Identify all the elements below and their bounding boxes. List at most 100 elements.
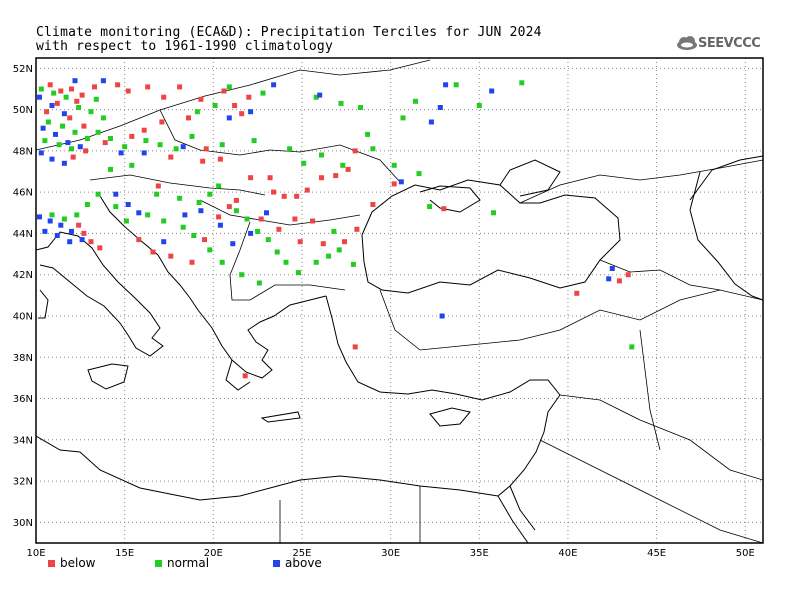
station-marker-normal xyxy=(274,249,280,255)
station-marker-normal xyxy=(177,195,183,201)
station-marker-above xyxy=(125,202,131,207)
station-marker-normal xyxy=(265,237,271,243)
station-marker-normal xyxy=(38,86,44,92)
station-marker-below xyxy=(354,226,360,232)
legend-label: normal xyxy=(167,556,210,570)
lon-tick-label: 35E xyxy=(470,548,489,559)
lon-tick-label: 40E xyxy=(558,548,577,559)
station-markers xyxy=(37,78,635,379)
station-marker-above xyxy=(100,78,106,84)
station-marker-below xyxy=(58,88,64,94)
station-marker-normal xyxy=(161,218,167,224)
station-marker-normal xyxy=(331,228,337,234)
station-marker-below xyxy=(320,241,326,247)
station-marker-normal xyxy=(340,162,346,168)
lon-tick-label: 20E xyxy=(204,548,223,559)
legend-item-below: below xyxy=(48,556,96,570)
station-marker-above xyxy=(226,115,232,121)
station-marker-below xyxy=(141,127,147,133)
station-marker-normal xyxy=(100,115,106,121)
cloud-logo-icon xyxy=(677,36,697,50)
station-marker-below xyxy=(189,259,195,265)
station-marker-normal xyxy=(519,80,525,86)
station-marker-below xyxy=(271,189,277,195)
station-marker-below xyxy=(345,166,351,172)
station-marker-below xyxy=(294,193,300,199)
station-marker-normal xyxy=(313,94,319,100)
station-marker-above xyxy=(428,119,434,125)
lat-tick-label: 40N xyxy=(13,311,33,322)
station-marker-below xyxy=(79,92,85,98)
station-marker-normal xyxy=(129,162,135,168)
station-marker-above xyxy=(264,210,269,216)
station-marker-normal xyxy=(326,253,332,259)
station-marker-below xyxy=(202,237,207,243)
station-marker-normal xyxy=(123,218,129,224)
station-marker-above xyxy=(54,233,60,238)
station-marker-normal xyxy=(207,247,213,253)
station-marker-normal xyxy=(49,212,55,218)
station-marker-normal xyxy=(76,105,82,110)
station-marker-normal xyxy=(63,94,69,100)
station-marker-normal xyxy=(283,259,289,265)
station-marker-normal xyxy=(189,133,195,139)
station-marker-above xyxy=(489,88,495,94)
station-marker-above xyxy=(72,78,78,84)
station-marker-above xyxy=(609,266,615,271)
station-marker-below xyxy=(161,94,167,100)
station-marker-below xyxy=(168,154,174,160)
station-marker-normal xyxy=(145,212,151,218)
lat-tick-label: 46N xyxy=(13,188,33,199)
lat-tick-label: 44N xyxy=(13,229,33,240)
lon-tick-label: 25E xyxy=(292,548,311,559)
station-marker-above xyxy=(58,222,64,228)
station-marker-normal xyxy=(400,115,406,121)
station-marker-normal xyxy=(255,228,261,234)
map-grid xyxy=(36,58,763,543)
station-marker-below xyxy=(102,140,108,146)
station-marker-normal xyxy=(69,146,74,152)
station-marker-normal xyxy=(287,146,293,152)
station-marker-normal xyxy=(84,136,90,141)
station-marker-below xyxy=(239,111,245,117)
station-marker-normal xyxy=(336,247,342,253)
station-marker-below xyxy=(352,344,358,350)
station-marker-normal xyxy=(295,270,301,276)
station-marker-above xyxy=(61,111,67,117)
longitude-axis: 10E 15E 20E 25E 30E 35E 40E 45E 50E xyxy=(26,548,754,559)
station-marker-below xyxy=(221,88,227,94)
station-marker-normal xyxy=(239,272,245,278)
legend-label: below xyxy=(60,556,96,570)
station-marker-below xyxy=(83,148,89,154)
station-marker-below xyxy=(276,226,282,232)
station-marker-above xyxy=(248,109,254,115)
lat-tick-label: 42N xyxy=(13,270,33,281)
station-marker-below xyxy=(258,216,264,222)
station-marker-normal xyxy=(358,105,363,110)
station-marker-normal xyxy=(93,96,99,102)
station-marker-normal xyxy=(108,136,113,141)
station-marker-below xyxy=(216,214,222,220)
station-marker-above xyxy=(49,156,55,162)
station-marker-normal xyxy=(219,259,225,265)
station-marker-below xyxy=(198,96,204,102)
station-marker-below xyxy=(177,84,183,90)
station-marker-normal xyxy=(244,216,250,222)
lat-tick-label: 34N xyxy=(13,435,33,446)
station-marker-below xyxy=(145,84,151,90)
station-marker-above xyxy=(69,228,74,234)
station-marker-normal xyxy=(256,280,262,286)
station-marker-below xyxy=(81,230,87,236)
station-marker-normal xyxy=(154,191,160,197)
station-marker-below xyxy=(155,183,161,189)
station-marker-normal xyxy=(61,216,67,222)
station-marker-above xyxy=(317,92,323,98)
map-title-line-2: with respect to 1961-1990 climatology xyxy=(36,39,333,54)
station-marker-normal xyxy=(157,142,163,148)
station-marker-below xyxy=(186,115,191,121)
station-marker-below xyxy=(47,82,53,88)
station-marker-above xyxy=(42,228,48,234)
station-marker-below xyxy=(574,290,580,296)
station-marker-normal xyxy=(88,109,94,115)
